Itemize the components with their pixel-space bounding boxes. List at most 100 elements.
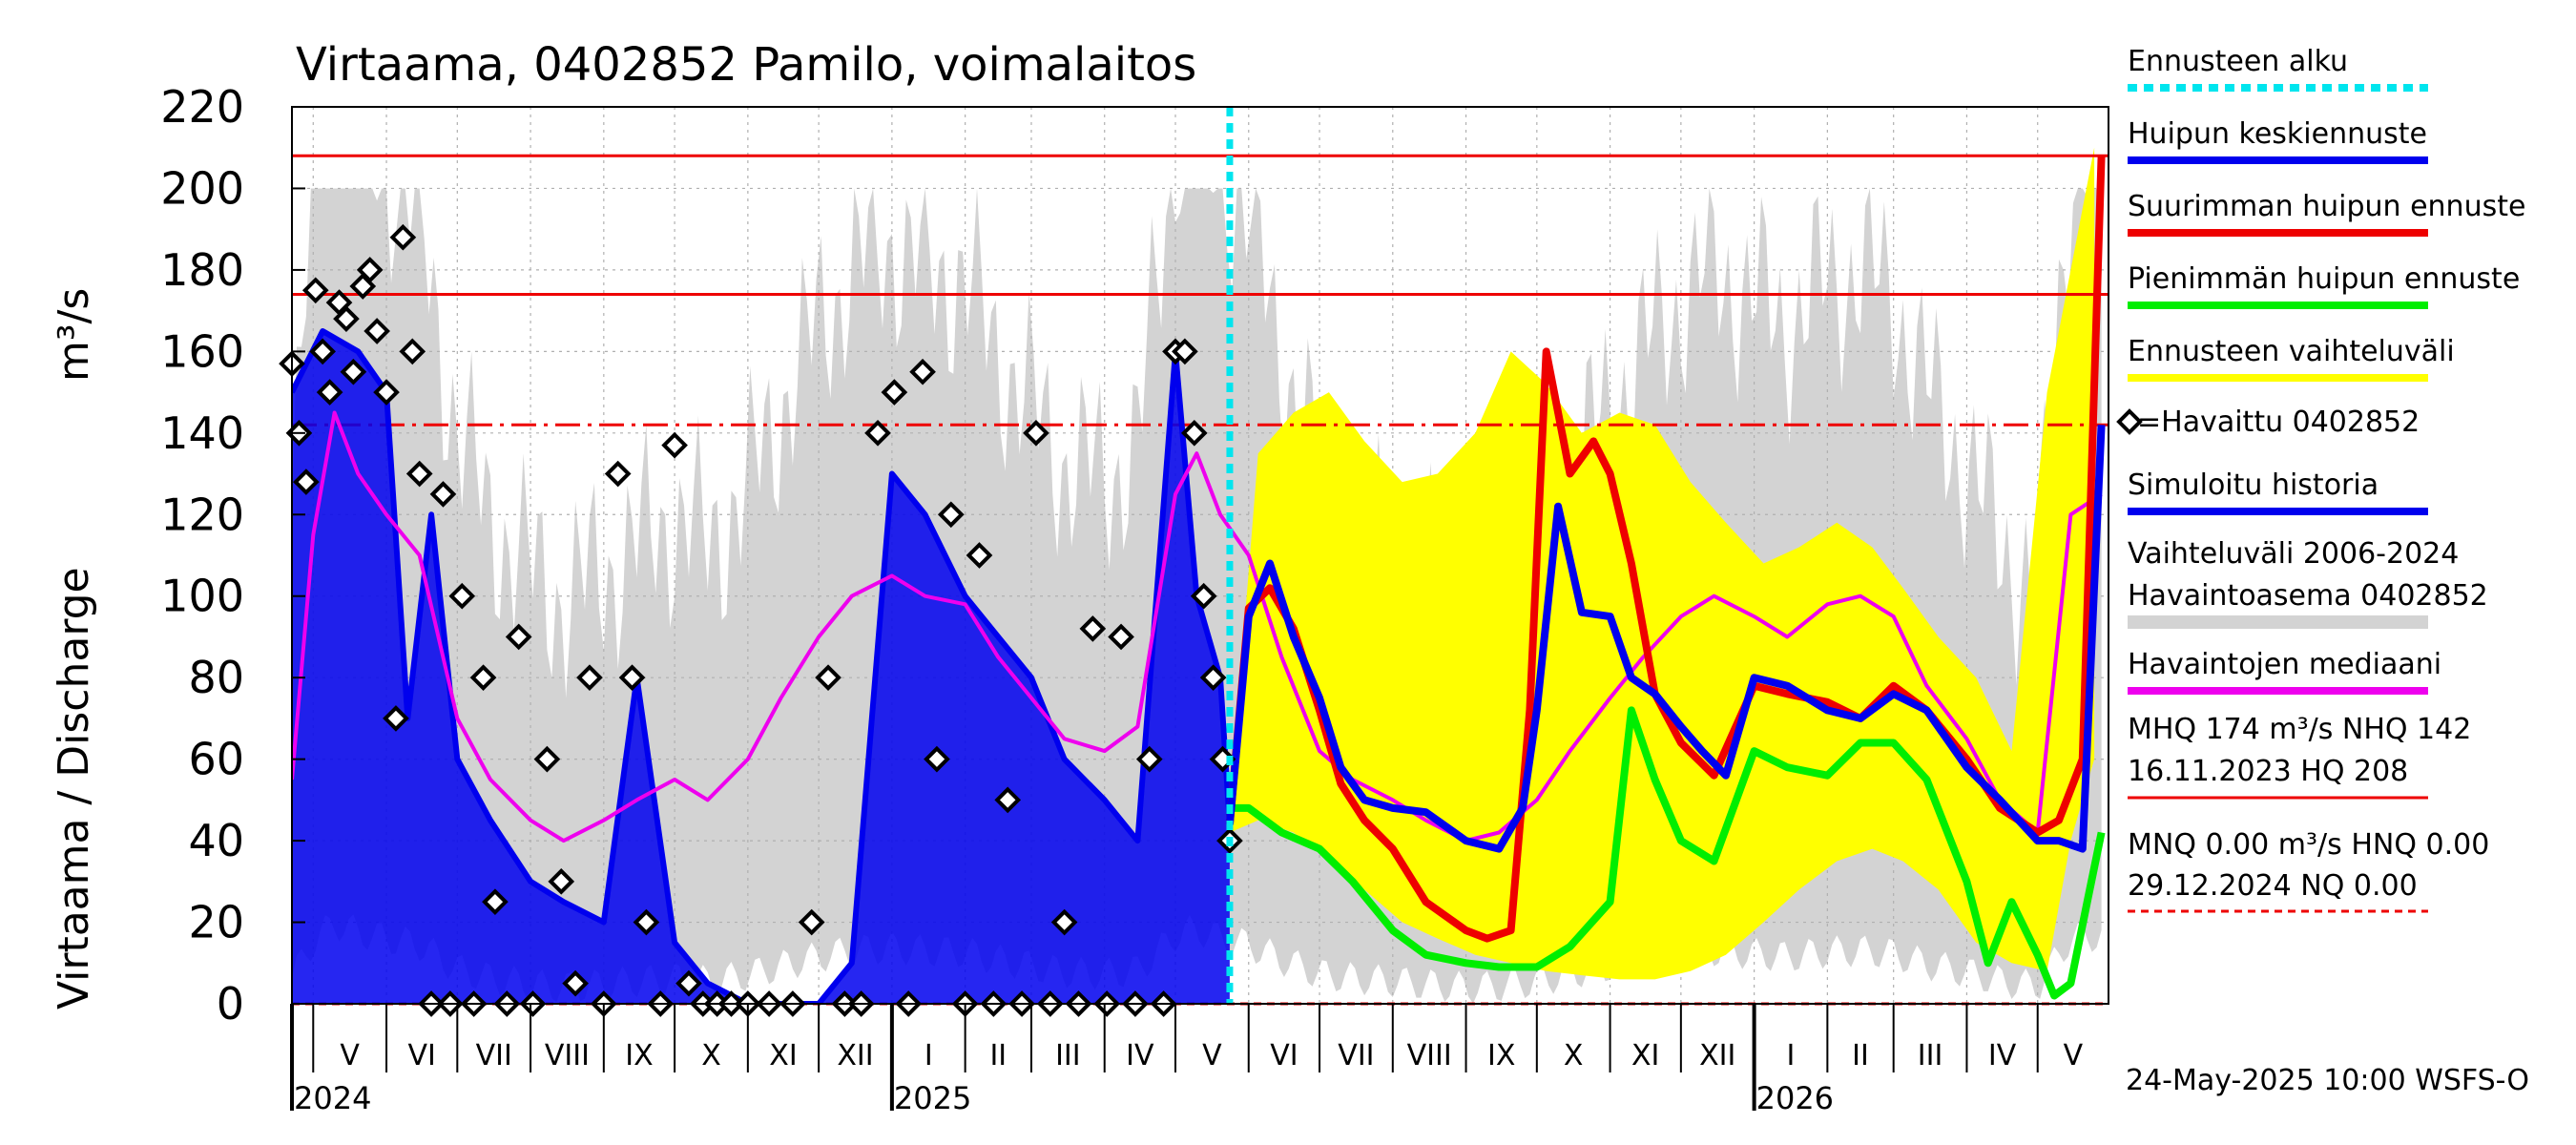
legend-label: =Havaittu 0402852 [2137,406,2420,439]
ytick-label: 80 [188,652,244,703]
stats-line-3: MNQ 0.00 m³/s HNQ 0.00 [2128,828,2489,862]
month-label: VI [1270,1039,1298,1072]
legend-label: Suurimman huipun ennuste [2128,190,2525,223]
ytick-label: 0 [217,978,244,1030]
history-fill [292,331,1230,1004]
month-label: V [2064,1039,2084,1072]
observed-point [383,705,409,732]
month-label: VII [476,1039,512,1072]
legend-label: Havaintojen mediaani [2128,648,2441,681]
year-label: 2025 [894,1080,971,1116]
observed-point [1190,582,1217,610]
observed-point [309,338,337,365]
month-label: III [1918,1039,1943,1072]
observed-point [448,582,476,610]
month-label: XII [837,1039,873,1072]
observed-point [548,867,575,895]
observed-point [405,460,433,488]
legend-label: Ennusteen vaihteluväli [2128,335,2455,368]
month-label: IV [1126,1039,1154,1072]
year-label: 2026 [1756,1080,1834,1116]
month-label: VII [1338,1039,1374,1072]
footer-timestamp: 24-May-2025 10:00 WSFS-O [2126,1064,2529,1097]
observed-point [562,969,589,997]
observed-point [909,358,936,385]
observed-point [604,460,632,488]
month-label: X [701,1039,721,1072]
observed-point [340,358,367,385]
y-axis-ticks: 0 20 40 60 80 100 120 140 160 180 200 220 [160,81,305,1030]
legend-label: Pienimmän huipun ennuste [2128,262,2520,296]
month-label: IX [625,1039,653,1072]
forecast-band-polygon [1229,147,2095,980]
ytick-label: 100 [160,571,244,622]
observed-point [356,257,384,283]
observed-point [881,379,908,406]
series-mean-forecast [1225,425,2106,853]
observed-point [661,431,688,459]
forecast-range-band [1229,147,2095,980]
observed-point [1108,623,1134,651]
observed-point [576,664,603,692]
observed-point [966,542,993,569]
observed-point [1180,419,1208,447]
observed-point [389,223,417,251]
observed-point [994,786,1022,814]
series-simulated-history [292,328,1233,1004]
year-label: 2024 [294,1080,371,1116]
month-label: I [924,1039,933,1072]
observed-point [533,745,561,773]
month-label: XI [769,1039,797,1072]
observed-point [1050,908,1078,936]
stats-line-1: MHQ 174 m³/s NHQ 142 [2128,713,2471,746]
legend-label: Vaihteluväli 2006-2024 [2128,537,2459,571]
observed-point [1023,419,1049,447]
month-label: II [1852,1039,1869,1072]
month-label: V [1202,1039,1222,1072]
series-min-forecast [1229,706,2106,1000]
observed-point [316,379,343,406]
ytick-label: 180 [160,244,244,296]
observed-point [293,468,320,495]
observed-point [618,664,646,692]
observed-point [469,664,497,692]
observed-point [633,908,660,936]
legend-label: Simuloitu historia [2128,468,2379,502]
ytick-label: 200 [160,162,244,214]
month-label: I [1787,1039,1796,1072]
observed-point [1172,338,1198,365]
plot-frame [291,106,2109,1005]
observed-point [1079,615,1107,642]
legend: Ennusteen alku Huipun keskiennuste Suurimm… [2116,45,2525,695]
legend-marker [2116,408,2143,435]
observed-point [1199,664,1227,692]
observed-point [937,501,965,529]
observed-point [505,623,532,651]
y-axis-unit: m³/s [50,288,98,382]
observed-point [815,664,841,692]
stats-block: MHQ 174 m³/s NHQ 142 16.11.2023 HQ 208 M… [2128,713,2489,913]
observed-point [364,318,390,344]
stats-line-2: 16.11.2023 HQ 208 [2128,755,2408,788]
observed-point [399,338,426,365]
month-label: X [1564,1039,1584,1072]
ytick-label: 40 [188,815,244,866]
series-lines [292,156,2106,1004]
month-label: V [340,1039,360,1072]
month-label: IX [1487,1039,1515,1072]
ytick-label: 220 [160,81,244,133]
observed-point [333,305,360,333]
ytick-label: 160 [160,325,244,377]
observed-point [675,969,702,997]
ytick-label: 20 [188,897,244,948]
legend-label: Havaintoasema 0402852 [2128,579,2488,613]
observed-point [301,277,329,304]
legend-label: Huipun keskiennuste [2128,117,2427,151]
month-label: II [989,1039,1007,1072]
observed-point [924,745,950,773]
x-axis-months: V VI VII VIII IX X XI XII I II III IV V VI VII VIII IX X X… [290,1004,2084,1116]
observed-point [798,908,825,936]
month-label: VI [407,1039,435,1072]
observed-point [482,888,509,916]
